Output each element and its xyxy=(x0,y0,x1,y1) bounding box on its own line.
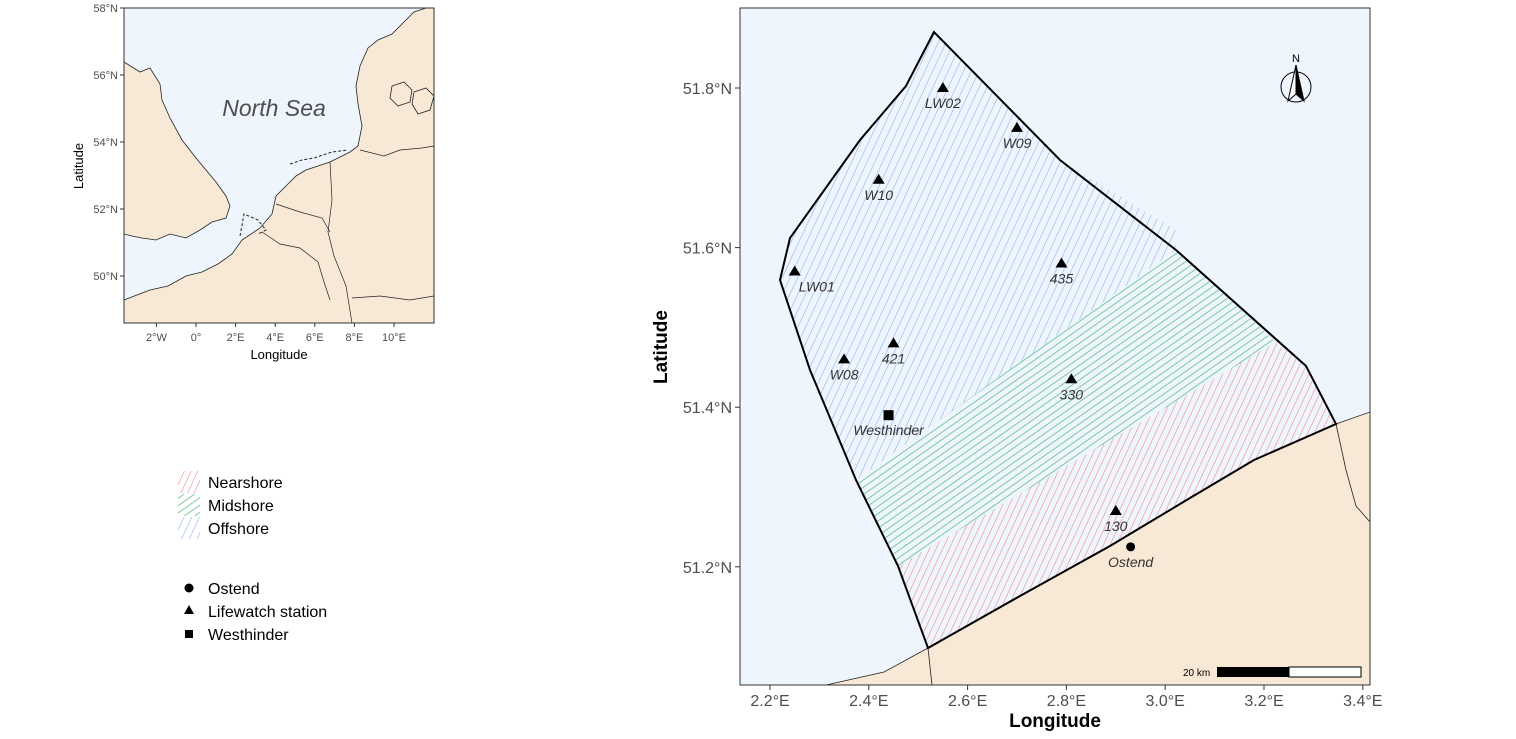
danish-island xyxy=(411,87,434,115)
legend-key-offshore xyxy=(178,517,200,539)
lifewatch-station-marker xyxy=(838,353,851,364)
legend-circle-icon xyxy=(184,583,194,593)
overview-x-tick-label: 0° xyxy=(191,332,202,344)
main-map: LW02 W09 W10 435 LW01 421 W08 330 Westhinder 130 O… xyxy=(651,7,1382,732)
legend-key-nearshore xyxy=(178,471,200,493)
main-x-tick-label: 3.4°E xyxy=(1343,693,1382,710)
overview-x-tick-label: 2°E xyxy=(227,332,245,344)
lifewatch-station-marker xyxy=(872,173,885,184)
station-label: W10 xyxy=(864,187,893,203)
main-y-tick-label: 51.8°N xyxy=(683,81,732,98)
main-frame xyxy=(739,7,1371,686)
legend: Nearshore Midshore Offshore Ostend Lifew… xyxy=(178,471,327,644)
station-label: Westhinder xyxy=(853,422,925,438)
main-x-ticks: 2.2°E 2.4°E 2.6°E 2.8°E 3.0°E 3.2°E 3.4°E xyxy=(750,685,1382,710)
lifewatch-station-marker xyxy=(1065,373,1078,384)
study-area-boundary xyxy=(778,30,1338,650)
lifewatch-station-marker xyxy=(1109,504,1122,515)
overview-x-tick-label: 4°E xyxy=(266,332,284,344)
main-y-tick-label: 51.2°N xyxy=(683,560,732,577)
stations-layer: LW02 W09 W10 435 LW01 421 W08 330 Westhinder 130 O… xyxy=(788,82,1154,570)
legend-key-midshore xyxy=(178,494,200,516)
station-label: Ostend xyxy=(1108,554,1154,570)
scale-bar-light xyxy=(1288,666,1362,678)
north-arrow-icon: N xyxy=(1280,53,1312,103)
westhinder-marker xyxy=(883,410,894,421)
main-y-tick-label: 51.4°N xyxy=(683,400,732,417)
overview-y-tick-label: 54°N xyxy=(93,137,118,149)
lifewatch-station-marker xyxy=(1011,121,1023,132)
north-arrow-label: N xyxy=(1292,53,1300,65)
lifewatch-station-marker xyxy=(1055,257,1068,268)
legend-label-lifewatch: Lifewatch station xyxy=(208,604,327,621)
danish-island xyxy=(389,81,413,107)
offshore-zone xyxy=(780,32,1176,480)
overview-x-ticks: 2°W 0° 2°E 4°E 6°E 8°E 10°E xyxy=(146,323,406,344)
overview-map: North Sea 2°W 0° 2°E 4°E 6°E 8°E 10°E 58°N 56°N… xyxy=(71,3,435,362)
overview-y-tick-label: 58°N xyxy=(93,3,118,15)
main-y-axis-title: Latitude xyxy=(651,310,672,384)
main-y-tick-label: 51.6°N xyxy=(683,241,732,258)
country-borders xyxy=(261,145,434,323)
station-label: W09 xyxy=(1003,135,1032,151)
scale-bar: 20 km xyxy=(1183,666,1362,679)
legend-label-midshore: Midshore xyxy=(208,498,274,515)
lifewatch-station-marker xyxy=(887,337,900,348)
station-label: 435 xyxy=(1050,271,1074,287)
station-label: 330 xyxy=(1060,386,1084,402)
legend-label-westhinder: Westhinder xyxy=(208,627,289,644)
overview-y-tick-label: 50°N xyxy=(93,271,118,283)
main-y-ticks: 51.8°N 51.6°N 51.4°N 51.2°N xyxy=(683,81,740,577)
legend-label-ostend: Ostend xyxy=(208,581,260,598)
midshore-zone xyxy=(856,250,1276,566)
scale-bar-dark xyxy=(1217,667,1289,677)
nearshore-zone xyxy=(898,342,1336,648)
overview-x-tick-label: 10°E xyxy=(382,332,406,344)
border-line xyxy=(1335,423,1370,523)
station-label: W08 xyxy=(830,366,859,382)
legend-label-nearshore: Nearshore xyxy=(208,475,283,492)
ostend-marker xyxy=(1126,542,1136,552)
main-x-tick-label: 3.2°E xyxy=(1244,693,1283,710)
legend-triangle-icon xyxy=(184,605,194,614)
station-label: LW01 xyxy=(799,279,835,295)
overview-y-tick-label: 56°N xyxy=(93,70,118,82)
lifewatch-station-marker xyxy=(936,82,949,92)
overview-frame xyxy=(123,7,435,324)
overview-x-tick-label: 8°E xyxy=(345,332,363,344)
main-x-tick-label: 2.8°E xyxy=(1047,693,1086,710)
scale-bar-label: 20 km xyxy=(1183,668,1210,679)
overview-y-tick-label: 52°N xyxy=(93,204,118,216)
study-area-outline xyxy=(239,213,267,237)
overview-x-tick-label: 2°W xyxy=(146,332,168,344)
great-britain-landmass xyxy=(124,61,231,241)
main-x-axis-title: Longitude xyxy=(1009,711,1101,732)
main-x-tick-label: 2.4°E xyxy=(849,693,888,710)
station-label: LW02 xyxy=(925,95,961,111)
overview-x-tick-label: 6°E xyxy=(306,332,324,344)
overview-x-axis-title: Longitude xyxy=(250,347,307,362)
station-label: 130 xyxy=(1104,518,1128,534)
overview-y-ticks: 58°N 56°N 54°N 52°N 50°N xyxy=(93,3,124,283)
overview-y-axis-title: Latitude xyxy=(71,143,86,189)
station-label: 421 xyxy=(882,350,905,366)
lifewatch-station-marker xyxy=(788,265,801,276)
border-line xyxy=(927,647,933,685)
legend-label-offshore: Offshore xyxy=(208,521,269,538)
main-x-tick-label: 2.6°E xyxy=(948,693,987,710)
sea-label: North Sea xyxy=(222,95,326,121)
main-x-tick-label: 2.2°E xyxy=(750,693,789,710)
legend-square-icon xyxy=(185,630,193,638)
main-x-tick-label: 3.0°E xyxy=(1146,693,1185,710)
